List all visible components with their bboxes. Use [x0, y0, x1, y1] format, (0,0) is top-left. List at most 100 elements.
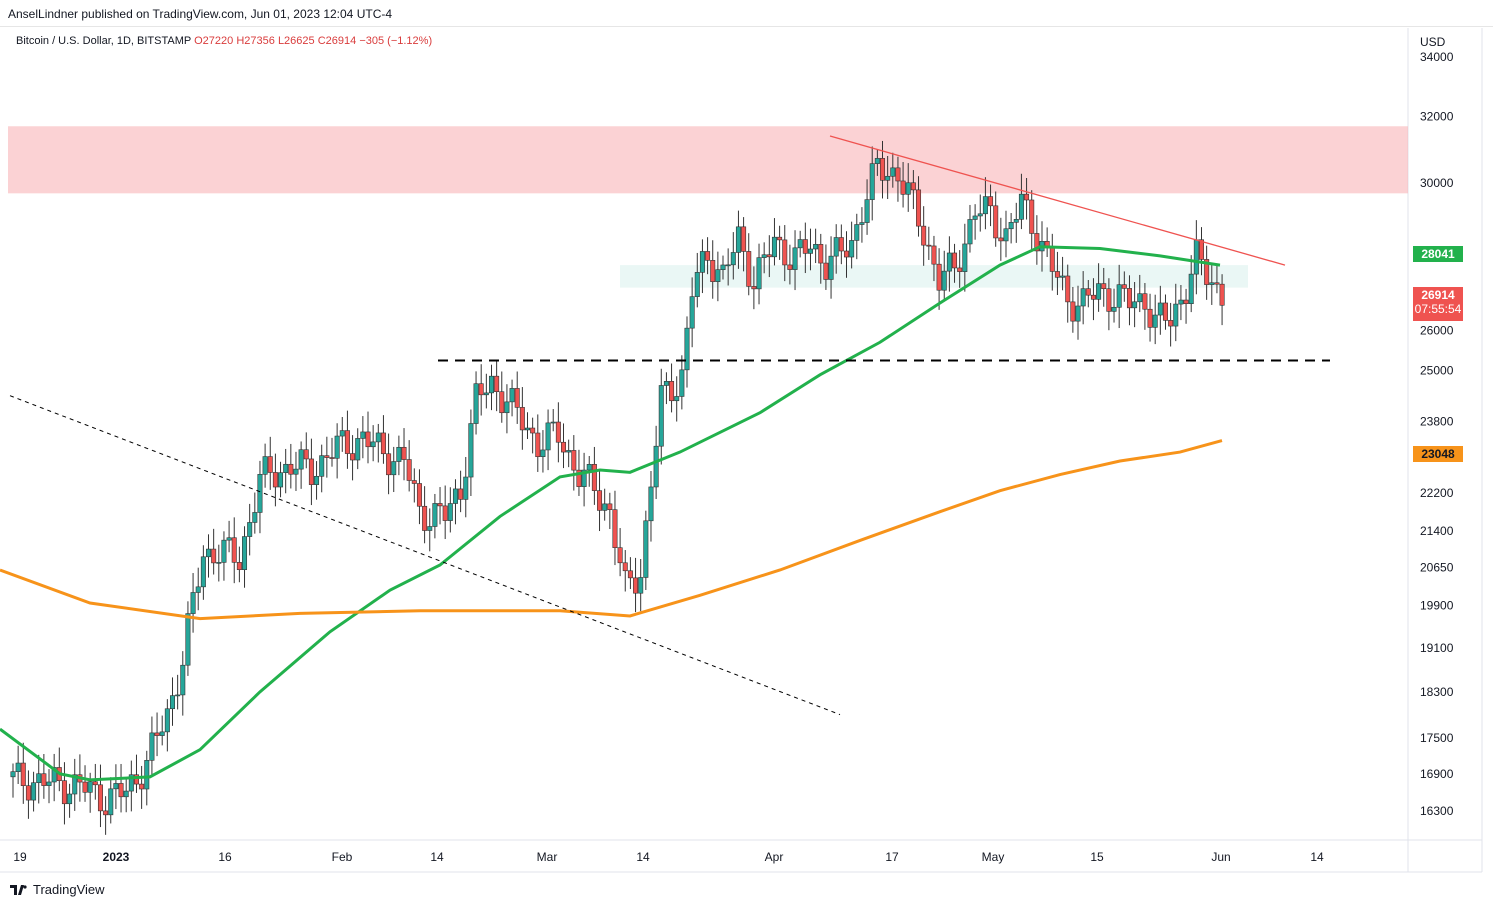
candle-body [396, 446, 402, 462]
time-tick-label: Apr [765, 850, 784, 864]
publisher-bar: AnselLindner published on TradingView.co… [0, 0, 1493, 27]
candle-body [262, 456, 268, 475]
candle-body [468, 423, 474, 478]
candle-body [31, 782, 37, 801]
candle-body [633, 577, 639, 594]
candle-body [1183, 299, 1189, 304]
time-tick-label: Mar [537, 850, 558, 864]
candle-body [278, 472, 284, 488]
candle-body [977, 213, 983, 217]
candle-body [324, 455, 330, 458]
candle-body [339, 430, 345, 437]
candle-body [916, 189, 922, 227]
candle-body [350, 453, 356, 461]
candle-body [473, 383, 479, 424]
candle-body [972, 215, 978, 220]
candle-body [1204, 259, 1210, 285]
candle-body [766, 254, 772, 258]
candle-body [838, 237, 844, 252]
candle-body [1070, 301, 1076, 322]
candle-body [51, 767, 57, 783]
candle-body [1024, 193, 1030, 201]
candle-body [72, 774, 78, 795]
candle-body [370, 441, 376, 448]
candle-body [267, 456, 273, 473]
candle-body [921, 225, 927, 246]
candle-body [967, 219, 973, 245]
candle-body [586, 464, 592, 471]
candle-body [761, 254, 767, 258]
candle-body [303, 449, 309, 460]
descending-resistance-trendline [829, 135, 1286, 266]
candle-body [226, 537, 232, 541]
ma50-line [0, 245, 1221, 782]
time-tick-label: 2023 [103, 850, 130, 864]
tradingview-logo-icon [10, 884, 28, 895]
candle-body [97, 784, 103, 812]
currency-label: USD [1420, 35, 1446, 49]
candle-body [1162, 302, 1168, 321]
candle-body [998, 237, 1004, 242]
candle-body [617, 547, 623, 564]
candle-body [67, 793, 73, 805]
candle-body [550, 421, 556, 424]
candle-body [365, 431, 371, 448]
candle-body [679, 369, 685, 397]
candle-body [308, 458, 314, 485]
open-value: O27220 [194, 35, 234, 47]
candle-body [139, 783, 145, 790]
candle-body [113, 783, 119, 790]
candle-body [242, 536, 248, 571]
candle-body [1085, 288, 1091, 296]
price-tick-label: 16300 [1420, 804, 1454, 818]
price-tick-label: 30000 [1420, 176, 1454, 190]
candle-body [41, 773, 47, 786]
candle-body [792, 247, 798, 270]
candle-body [1173, 303, 1179, 327]
candle-body [674, 396, 680, 402]
candle-body [432, 503, 438, 527]
candle-body [895, 167, 901, 182]
candle-body [658, 385, 664, 447]
candle-body [329, 457, 335, 459]
tradingview-brand[interactable]: TradingView [10, 882, 105, 897]
candle-body [802, 239, 808, 254]
candle-body [669, 381, 675, 402]
candle-body [1075, 305, 1081, 322]
candle-body [576, 469, 582, 487]
candle-body [344, 430, 350, 454]
price-tick-label: 16900 [1420, 767, 1454, 781]
candle-body [1198, 239, 1204, 260]
time-tick-label: 19 [13, 850, 27, 864]
candle-body [144, 760, 150, 790]
time-tick-label: 14 [430, 850, 444, 864]
resistance-zone [8, 126, 1408, 194]
candle-body [1147, 308, 1153, 328]
candle-body [777, 236, 783, 241]
candle-body [61, 780, 67, 805]
candle-body [164, 708, 170, 733]
candle-body [900, 180, 906, 195]
price-tick-label: 18300 [1420, 685, 1454, 699]
ma200-line [0, 439, 1223, 621]
candle-body [1152, 314, 1158, 328]
candle-body [391, 461, 397, 476]
candle-body [818, 244, 824, 264]
candle-body [200, 556, 206, 588]
candle-body [591, 464, 597, 491]
price-tick-label: 19900 [1420, 599, 1454, 613]
candle-body [180, 664, 186, 696]
candle-body [133, 774, 139, 785]
candle-body [864, 199, 870, 223]
candle-body [720, 264, 726, 270]
candle-body [880, 158, 886, 181]
candle-body [427, 526, 433, 531]
candle-body [524, 427, 530, 431]
countdown-value: 07:55:54 [1414, 302, 1462, 316]
candle-body [751, 286, 757, 290]
time-tick-label: Feb [332, 850, 353, 864]
candle-body [1214, 282, 1220, 285]
candle-body [1101, 283, 1107, 290]
candle-body [1168, 320, 1174, 327]
